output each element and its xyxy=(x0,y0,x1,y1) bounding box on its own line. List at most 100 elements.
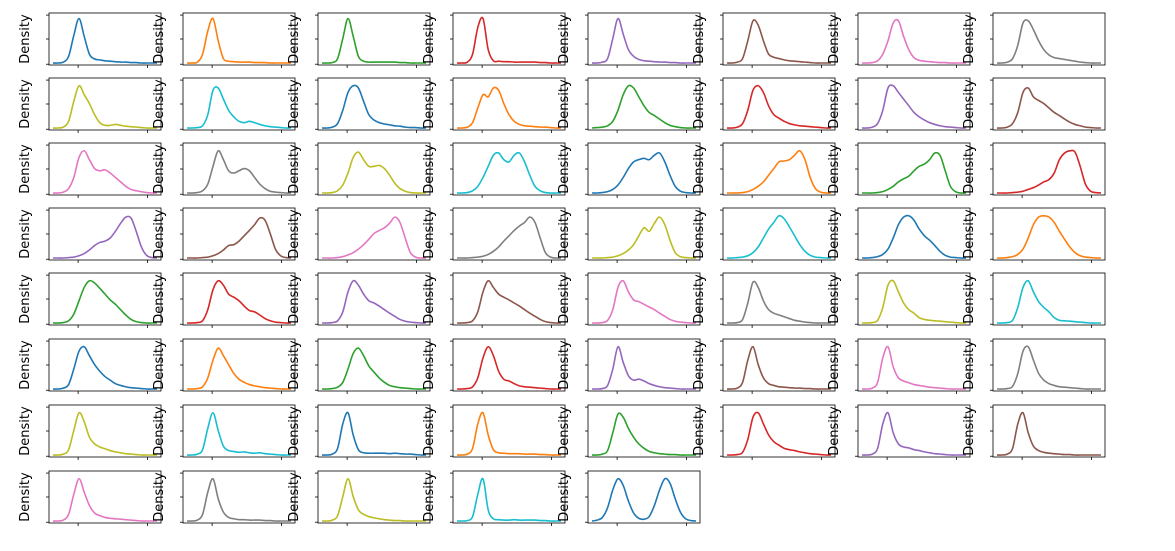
subplot-frame xyxy=(48,470,162,524)
y-axis-label: Density xyxy=(287,209,302,259)
subplot-var40: Density xyxy=(962,272,1106,328)
y-axis-label: Density xyxy=(827,209,842,259)
y-axis-label: Density xyxy=(422,472,437,522)
density-curve-var32 xyxy=(996,214,1102,259)
y-axis-label: Density xyxy=(152,209,167,259)
subplot-var07: Density xyxy=(827,12,971,68)
density-curve-var01 xyxy=(52,17,157,64)
density-curve-var08 xyxy=(996,19,1101,64)
subplot-frame xyxy=(317,77,431,131)
subplot-var05: Density xyxy=(557,12,701,68)
y-axis-label: Density xyxy=(962,340,977,390)
subplot-frame xyxy=(992,272,1106,326)
density-curve-var40 xyxy=(996,279,1101,324)
density-curve-var46 xyxy=(726,345,831,390)
density-curve-var44 xyxy=(456,345,561,390)
y-axis-label: Density xyxy=(557,14,572,64)
subplot-var16: Density xyxy=(962,77,1106,133)
density-curve-var45 xyxy=(591,345,696,390)
y-axis-label: Density xyxy=(962,406,977,456)
density-curve-var39 xyxy=(861,279,967,324)
y-axis-label: Density xyxy=(962,144,977,194)
density-curve-var52 xyxy=(456,411,561,456)
y-axis-label: Density xyxy=(692,274,707,324)
density-curve-var47 xyxy=(861,345,966,390)
density-curve-var14 xyxy=(726,84,832,129)
subplot-var46: Density xyxy=(692,338,836,394)
subplot-var33: Density xyxy=(18,272,162,328)
subplot-var42: Density xyxy=(152,338,296,394)
subplot-frame xyxy=(182,272,296,326)
density-curve-var29 xyxy=(591,216,697,259)
subplot-var31: Density xyxy=(827,207,971,263)
subplot-var01: Density xyxy=(18,12,162,68)
subplot-var58: Density xyxy=(152,470,296,526)
y-axis-label: Density xyxy=(287,144,302,194)
y-axis-label: Density xyxy=(18,472,33,522)
subplot-var35: Density xyxy=(287,272,431,328)
subplot-var29: Density xyxy=(557,207,701,263)
subplot-var09: Density xyxy=(18,77,162,133)
density-curve-var23 xyxy=(862,151,967,194)
y-axis-label: Density xyxy=(422,209,437,259)
subplot-var06: Density xyxy=(692,12,836,68)
y-axis-label: Density xyxy=(152,472,167,522)
subplot-var48: Density xyxy=(962,338,1106,394)
subplot-frame xyxy=(452,12,566,66)
y-axis-label: Density xyxy=(692,209,707,259)
subplot-var34: Density xyxy=(152,272,296,328)
subplot-var11: Density xyxy=(287,77,431,133)
density-curve-var35 xyxy=(321,279,427,324)
y-axis-label: Density xyxy=(18,406,33,456)
subplot-var38: Density xyxy=(692,272,836,328)
y-axis-label: Density xyxy=(422,340,437,390)
subplot-var28: Density xyxy=(422,207,566,263)
subplot-frame xyxy=(587,338,701,392)
y-axis-label: Density xyxy=(152,340,167,390)
subplot-frame xyxy=(992,142,1106,196)
subplot-frame xyxy=(317,338,431,392)
subplot-frame xyxy=(992,404,1106,458)
subplot-frame xyxy=(857,12,971,66)
y-axis-label: Density xyxy=(287,274,302,324)
subplot-frame xyxy=(857,207,971,261)
y-axis-label: Density xyxy=(557,209,572,259)
subplot-var08: Density xyxy=(962,12,1106,68)
density-curve-var12 xyxy=(456,86,562,129)
density-curve-var25 xyxy=(52,215,158,259)
subplot-frame xyxy=(317,272,431,326)
density-curve-var61 xyxy=(591,477,697,522)
subplot-var36: Density xyxy=(422,272,566,328)
density-curve-var56 xyxy=(996,411,1101,456)
subplot-frame xyxy=(452,404,566,458)
density-curve-var54 xyxy=(726,411,832,456)
y-axis-label: Density xyxy=(422,79,437,129)
y-axis-label: Density xyxy=(827,79,842,129)
subplot-var37: Density xyxy=(557,272,701,328)
density-curve-var16 xyxy=(996,87,1102,129)
density-curve-var36 xyxy=(456,279,562,324)
density-curve-var55 xyxy=(861,411,966,456)
density-curve-var37 xyxy=(591,279,697,324)
density-curve-var49 xyxy=(52,411,157,456)
subplot-var25: Density xyxy=(18,207,162,263)
density-curve-var24 xyxy=(997,149,1102,194)
subplot-frame xyxy=(722,77,836,131)
subplot-var02: Density xyxy=(152,12,296,68)
y-axis-label: Density xyxy=(962,14,977,64)
subplot-frame xyxy=(992,207,1106,261)
y-axis-label: Density xyxy=(152,406,167,456)
density-curve-var43 xyxy=(321,347,426,390)
subplot-var18: Density xyxy=(152,142,296,198)
y-axis-label: Density xyxy=(18,209,33,259)
density-curve-var17 xyxy=(52,149,158,194)
y-axis-label: Density xyxy=(692,340,707,390)
y-axis-label: Density xyxy=(557,79,572,129)
subplot-frame xyxy=(722,12,836,66)
y-axis-label: Density xyxy=(557,472,572,522)
y-axis-label: Density xyxy=(287,14,302,64)
y-axis-label: Density xyxy=(18,14,33,64)
y-axis-label: Density xyxy=(827,340,842,390)
subplot-frame xyxy=(317,404,431,458)
density-curve-var05 xyxy=(591,17,696,64)
